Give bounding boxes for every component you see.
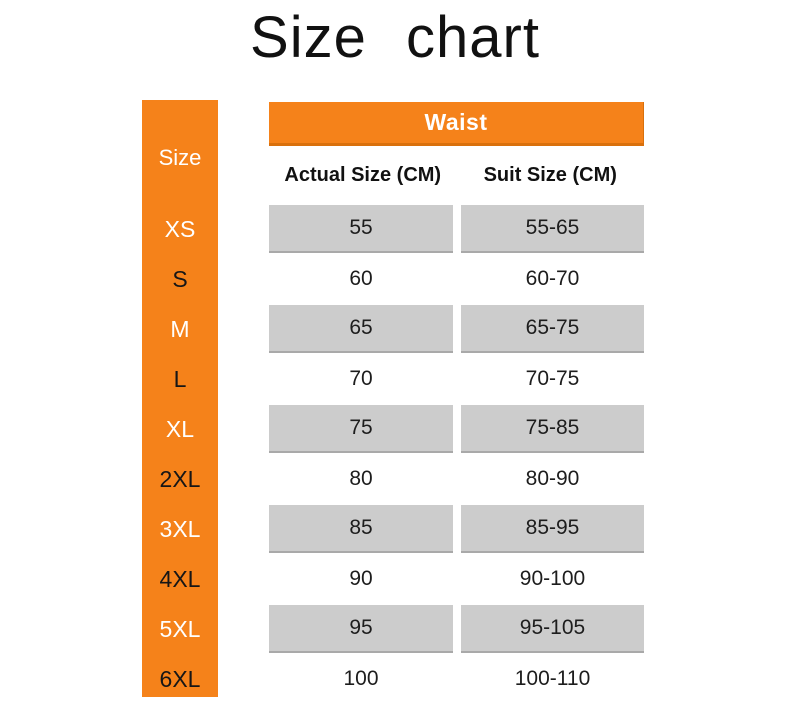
table-row-4xl: 90 90-100 bbox=[269, 554, 644, 604]
actual-size-cell: 85 bbox=[269, 505, 453, 553]
table-row-s: 60 60-70 bbox=[269, 254, 644, 304]
size-column-label: Size bbox=[158, 145, 202, 170]
size-table-body: 55 55-65 60 60-70 65 65-75 70 70-75 75 75-85 80 80-… bbox=[269, 204, 644, 704]
suit-size-cell: 95-105 bbox=[461, 605, 644, 653]
column-header-actual-size: Actual Size (CM) bbox=[284, 163, 442, 186]
column-gap bbox=[453, 454, 461, 504]
actual-size-cell: 55 bbox=[269, 205, 453, 253]
column-gap bbox=[453, 554, 461, 604]
size-label-s: S bbox=[172, 265, 188, 292]
suit-size-cell: 75-85 bbox=[461, 405, 644, 453]
table-row-3xl: 85 85-95 bbox=[269, 504, 644, 554]
column-gap bbox=[453, 254, 461, 304]
table-row-xs: 55 55-65 bbox=[269, 204, 644, 254]
column-header-suit-size: Suit Size (CM) bbox=[483, 163, 617, 186]
page-title: Size chart bbox=[250, 5, 540, 70]
suit-size-cell: 100-110 bbox=[514, 667, 591, 690]
suit-size-cell: 65-75 bbox=[461, 305, 644, 353]
column-gap bbox=[453, 604, 461, 654]
table-row-5xl: 95 95-105 bbox=[269, 604, 644, 654]
size-column: Size XS S M L XL 2XL 3XL 4XL 5XL 6XL bbox=[142, 100, 218, 697]
actual-size-cell: 80 bbox=[349, 467, 373, 490]
suit-size-cell: 70-75 bbox=[525, 367, 580, 390]
column-gap bbox=[453, 654, 461, 704]
suit-size-cell: 80-90 bbox=[525, 467, 580, 490]
table-row-xl: 75 75-85 bbox=[269, 404, 644, 454]
suit-size-cell: 85-95 bbox=[461, 505, 644, 553]
size-label-3xl: 3XL bbox=[159, 515, 201, 542]
suit-size-cell: 90-100 bbox=[519, 567, 586, 590]
size-label-5xl: 5XL bbox=[159, 615, 201, 642]
size-label-xs: XS bbox=[164, 215, 196, 242]
column-gap bbox=[453, 404, 461, 454]
actual-size-cell: 70 bbox=[349, 367, 373, 390]
suit-size-cell: 60-70 bbox=[525, 267, 580, 290]
actual-size-cell: 95 bbox=[269, 605, 453, 653]
size-label-6xl: 6XL bbox=[159, 665, 201, 692]
table-row-6xl: 100 100-110 bbox=[269, 654, 644, 704]
column-gap bbox=[453, 354, 461, 404]
actual-size-cell: 75 bbox=[269, 405, 453, 453]
actual-size-cell: 100 bbox=[343, 667, 379, 690]
actual-size-cell: 65 bbox=[269, 305, 453, 353]
column-gap bbox=[453, 504, 461, 554]
waist-group-header: Waist bbox=[269, 102, 644, 146]
size-label-2xl: 2XL bbox=[159, 465, 201, 492]
table-row-m: 65 65-75 bbox=[269, 304, 644, 354]
actual-size-cell: 90 bbox=[349, 567, 373, 590]
column-header-row: Actual Size (CM) Suit Size (CM) bbox=[269, 146, 644, 204]
column-gap bbox=[453, 204, 461, 254]
table-row-l: 70 70-75 bbox=[269, 354, 644, 404]
size-label-list: XS S M L XL 2XL 3XL 4XL 5XL 6XL bbox=[142, 204, 218, 697]
size-label-4xl: 4XL bbox=[159, 565, 201, 592]
size-label-xl: XL bbox=[165, 415, 195, 442]
column-gap bbox=[453, 304, 461, 354]
actual-size-cell: 60 bbox=[349, 267, 373, 290]
size-label-l: L bbox=[173, 365, 187, 392]
suit-size-cell: 55-65 bbox=[461, 205, 644, 253]
size-label-m: M bbox=[170, 315, 190, 342]
table-row-2xl: 80 80-90 bbox=[269, 454, 644, 504]
